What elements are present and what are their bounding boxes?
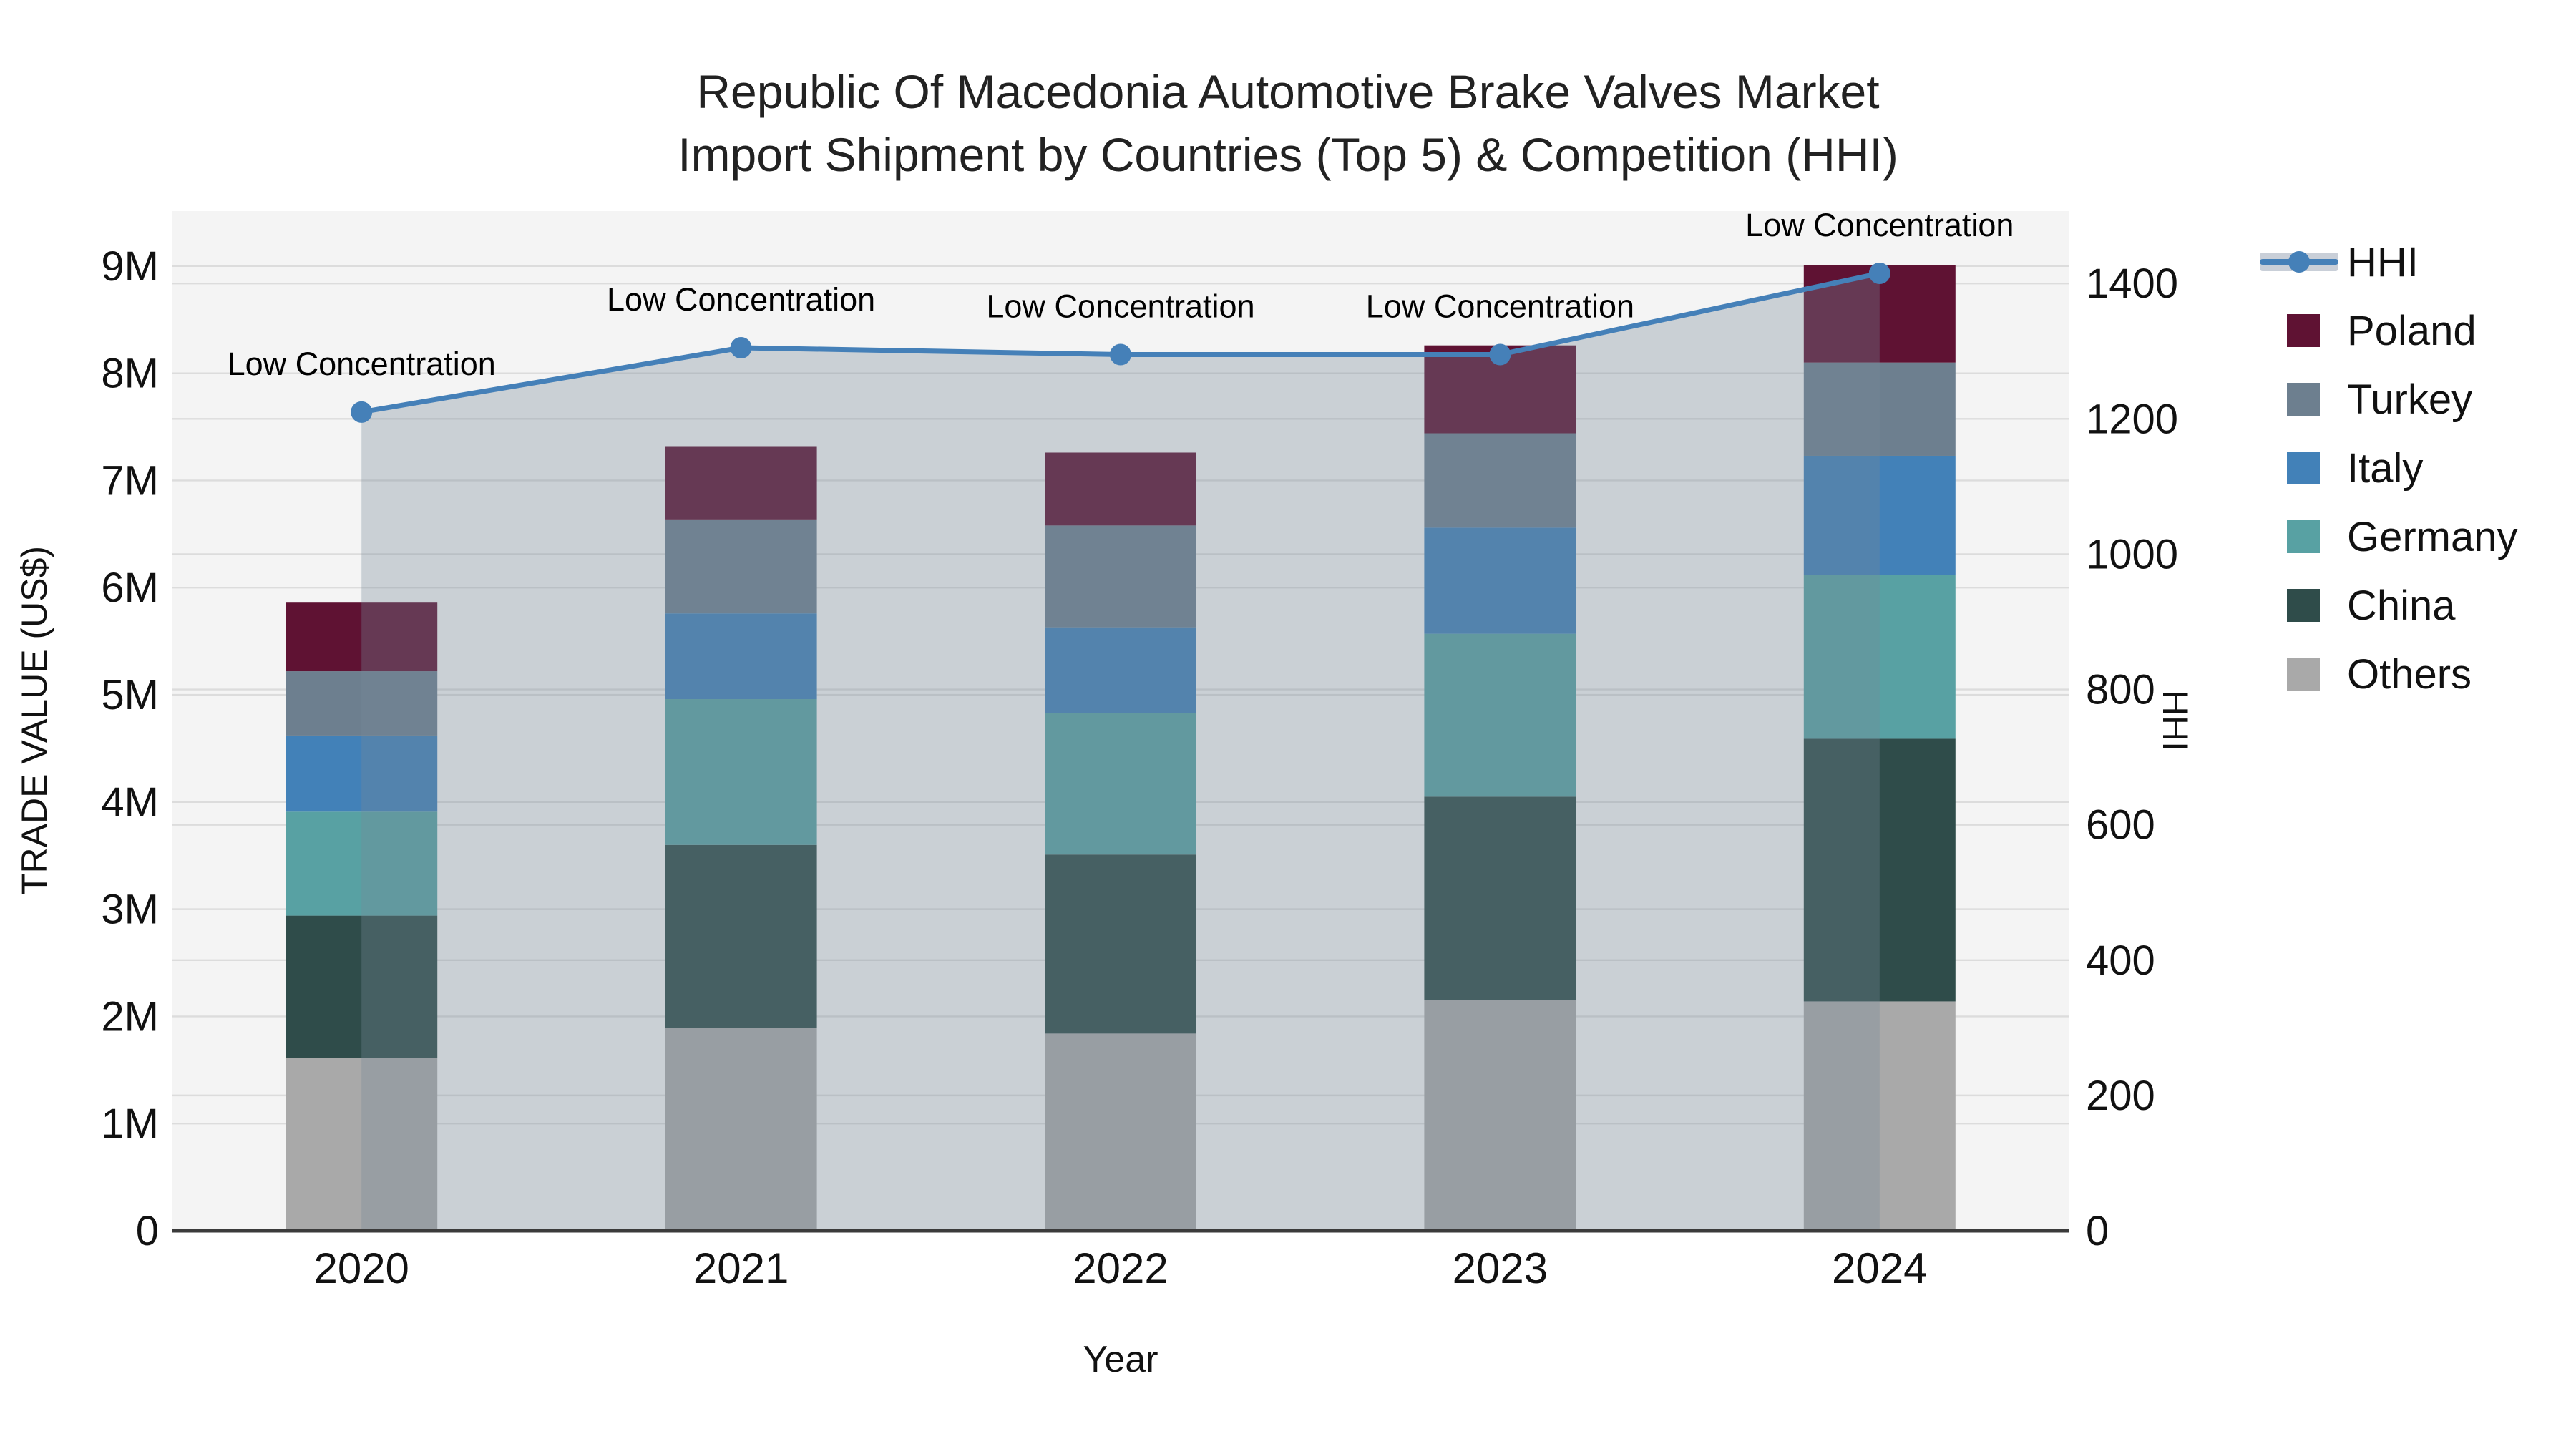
bar-segment-poland-2020 (286, 602, 438, 672)
hhi-line-dot-icon (2288, 251, 2310, 273)
bar-segment-germany-2022 (1045, 713, 1196, 855)
bar-segment-germany-2021 (665, 699, 817, 845)
bar-segment-germany-2023 (1424, 633, 1576, 797)
bar-segment-poland-2022 (1045, 452, 1196, 526)
legend-square-icon (2287, 383, 2320, 416)
legend-label: HHI (2347, 238, 2419, 286)
color-swatch-icon-poland (2254, 309, 2347, 352)
legend-label: Turkey (2347, 376, 2473, 423)
bar-segment-china-2022 (1045, 854, 1196, 1034)
y-left-tick-5M: 5M (101, 672, 159, 718)
y-right-tick-1400: 1400 (2086, 260, 2178, 307)
bar-segment-china-2024 (1803, 738, 1956, 1002)
x-tick-2023: 2023 (1453, 1244, 1548, 1292)
legend-item-hhi[interactable]: HHI (2254, 228, 2518, 296)
color-swatch-icon-germany (2254, 515, 2347, 558)
y-right-tick-0: 0 (2086, 1208, 2109, 1254)
color-swatch-icon-china (2254, 584, 2347, 627)
legend-label: Others (2347, 650, 2472, 698)
bar-segment-italy-2024 (1803, 455, 1956, 575)
legend-square-icon (2287, 452, 2320, 484)
bar-segment-china-2021 (665, 844, 817, 1028)
hhi-marker-2020 (351, 401, 373, 423)
legend-square-icon (2287, 658, 2320, 691)
y-right-tick-1200: 1200 (2086, 396, 2178, 442)
color-swatch-icon-others (2254, 653, 2347, 696)
bar-segment-turkey-2020 (286, 671, 438, 736)
y-right-tick-1000: 1000 (2086, 531, 2178, 577)
legend-square-icon (2287, 314, 2320, 347)
x-tick-2024: 2024 (1832, 1244, 1927, 1292)
x-tick-2022: 2022 (1073, 1244, 1168, 1292)
hhi-line-swatch-icon (2254, 240, 2347, 283)
x-axis-title: Year (1083, 1339, 1158, 1380)
y-left-tick-9M: 9M (101, 243, 159, 290)
y-left-tick-3M: 3M (101, 887, 159, 933)
annotation-2022: Low Concentration (986, 288, 1254, 324)
chart-title: Republic Of Macedonia Automotive Brake V… (0, 60, 2576, 186)
bar-segment-china-2020 (286, 915, 438, 1058)
bar-segment-poland-2021 (665, 446, 817, 520)
y-left-axis-title: TRADE VALUE (US$) (14, 545, 54, 896)
x-tick-2021: 2021 (693, 1244, 789, 1292)
bar-segment-italy-2021 (665, 613, 817, 700)
legend-label: China (2347, 582, 2456, 629)
y-right-axis-title: HHI (2155, 689, 2195, 752)
annotation-2024: Low Concentration (1745, 207, 2014, 243)
annotation-2021: Low Concentration (607, 281, 875, 318)
bar-segment-italy-2023 (1424, 527, 1576, 634)
y-right-tick-600: 600 (2086, 802, 2155, 849)
y-left-tick-8M: 8M (101, 351, 159, 397)
x-tick-2020: 2020 (313, 1244, 409, 1292)
annotation-2023: Low Concentration (1366, 288, 1634, 324)
bar-segment-others-2022 (1045, 1033, 1196, 1231)
legend-label: Italy (2347, 444, 2424, 492)
y-left-tick-7M: 7M (101, 457, 159, 504)
legend-item-germany[interactable]: Germany (2254, 502, 2518, 571)
bar-segment-others-2021 (665, 1028, 817, 1231)
y-left-tick-6M: 6M (101, 565, 159, 611)
legend-label: Poland (2347, 307, 2477, 354)
legend: HHI Poland Turkey Italy Germany China Others (2254, 228, 2518, 708)
y-right-tick-200: 200 (2086, 1073, 2155, 1119)
legend-item-others[interactable]: Others (2254, 640, 2518, 708)
chart-title-line1: Republic Of Macedonia Automotive Brake V… (696, 65, 1880, 118)
bar-segment-germany-2020 (286, 811, 438, 916)
bar-segment-italy-2022 (1045, 627, 1196, 713)
chart-title-line2: Import Shipment by Countries (Top 5) & C… (678, 128, 1898, 181)
y-left-tick-1M: 1M (101, 1101, 159, 1147)
bar-segment-turkey-2021 (665, 519, 817, 614)
bar-segment-italy-2020 (286, 735, 438, 812)
color-swatch-icon-turkey (2254, 378, 2347, 421)
legend-item-italy[interactable]: Italy (2254, 434, 2518, 502)
bar-segment-turkey-2022 (1045, 525, 1196, 628)
bar-segment-others-2023 (1424, 1000, 1576, 1231)
bar-segment-others-2024 (1803, 1001, 1956, 1231)
y-right-tick-400: 400 (2086, 937, 2155, 984)
annotation-2020: Low Concentration (228, 346, 496, 382)
bar-segment-turkey-2024 (1803, 362, 1956, 456)
hhi-marker-2021 (730, 337, 752, 359)
hhi-marker-2024 (1868, 262, 1890, 284)
hhi-area-fill (361, 273, 1880, 1231)
hhi-marker-2023 (1489, 343, 1511, 366)
bar-segment-turkey-2023 (1424, 433, 1576, 528)
bar-segment-germany-2024 (1803, 575, 1956, 739)
y-left-tick-4M: 4M (101, 779, 159, 826)
bar-segment-others-2020 (286, 1058, 438, 1231)
legend-item-china[interactable]: China (2254, 571, 2518, 640)
y-right-tick-800: 800 (2086, 667, 2155, 713)
legend-square-icon (2287, 520, 2320, 553)
legend-item-turkey[interactable]: Turkey (2254, 365, 2518, 434)
color-swatch-icon-italy (2254, 447, 2347, 489)
y-left-tick-0: 0 (136, 1208, 159, 1254)
bar-segment-china-2023 (1424, 796, 1576, 1000)
legend-item-poland[interactable]: Poland (2254, 296, 2518, 365)
y-left-tick-2M: 2M (101, 993, 159, 1040)
hhi-marker-2022 (1110, 343, 1131, 366)
legend-label: Germany (2347, 513, 2518, 560)
legend-square-icon (2287, 589, 2320, 622)
